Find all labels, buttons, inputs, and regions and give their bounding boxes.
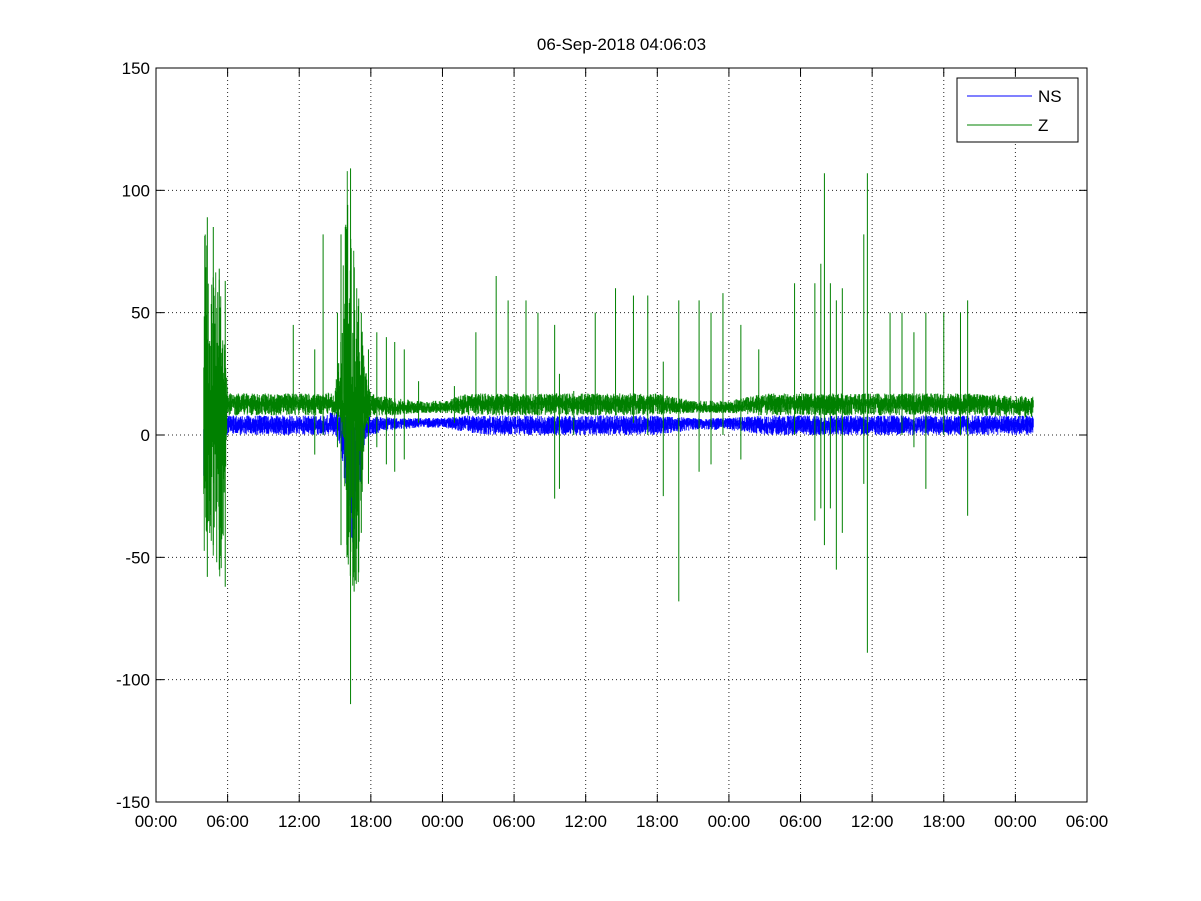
x-tick-label: 06:00 bbox=[1066, 812, 1109, 831]
x-tick-label: 00:00 bbox=[135, 812, 178, 831]
legend-label-ns: NS bbox=[1038, 87, 1062, 106]
tick-marks bbox=[155, 67, 1088, 803]
x-tick-label: 06:00 bbox=[779, 812, 822, 831]
x-tick-label: 00:00 bbox=[421, 812, 464, 831]
y-tick-label: 100 bbox=[122, 181, 150, 200]
y-tick-label: 150 bbox=[122, 59, 150, 78]
x-tick-label: 06:00 bbox=[206, 812, 249, 831]
y-tick-label: 0 bbox=[141, 426, 150, 445]
x-tick-label: 18:00 bbox=[636, 812, 679, 831]
x-tick-labels: 00:00 06:00 12:00 18:00 00:00 06:00 12:00 18:00… bbox=[135, 812, 1109, 831]
x-tick-label: 12:00 bbox=[564, 812, 607, 831]
chart-title: 06-Sep-2018 04:06:03 bbox=[537, 35, 706, 54]
y-tick-label: -100 bbox=[116, 671, 150, 690]
legend-label-z: Z bbox=[1038, 116, 1048, 135]
y-tick-label: -150 bbox=[116, 793, 150, 812]
x-tick-label: 06:00 bbox=[493, 812, 536, 831]
x-tick-label: 00:00 bbox=[994, 812, 1037, 831]
legend: NS Z bbox=[956, 77, 1079, 143]
y-tick-label: -50 bbox=[125, 548, 150, 567]
plot-area bbox=[156, 68, 1087, 802]
series-z bbox=[203, 168, 1034, 705]
legend-box bbox=[956, 77, 1079, 143]
x-tick-label: 12:00 bbox=[278, 812, 321, 831]
x-tick-label: 00:00 bbox=[708, 812, 751, 831]
series-layer bbox=[203, 168, 1034, 705]
y-tick-label: 50 bbox=[131, 304, 150, 323]
series-line-z bbox=[203, 171, 1034, 586]
x-tick-label: 12:00 bbox=[851, 812, 894, 831]
x-tick-label: 18:00 bbox=[922, 812, 965, 831]
y-tick-labels: 150 100 50 0 -50 -100 -150 bbox=[116, 59, 150, 812]
x-tick-label: 18:00 bbox=[350, 812, 393, 831]
